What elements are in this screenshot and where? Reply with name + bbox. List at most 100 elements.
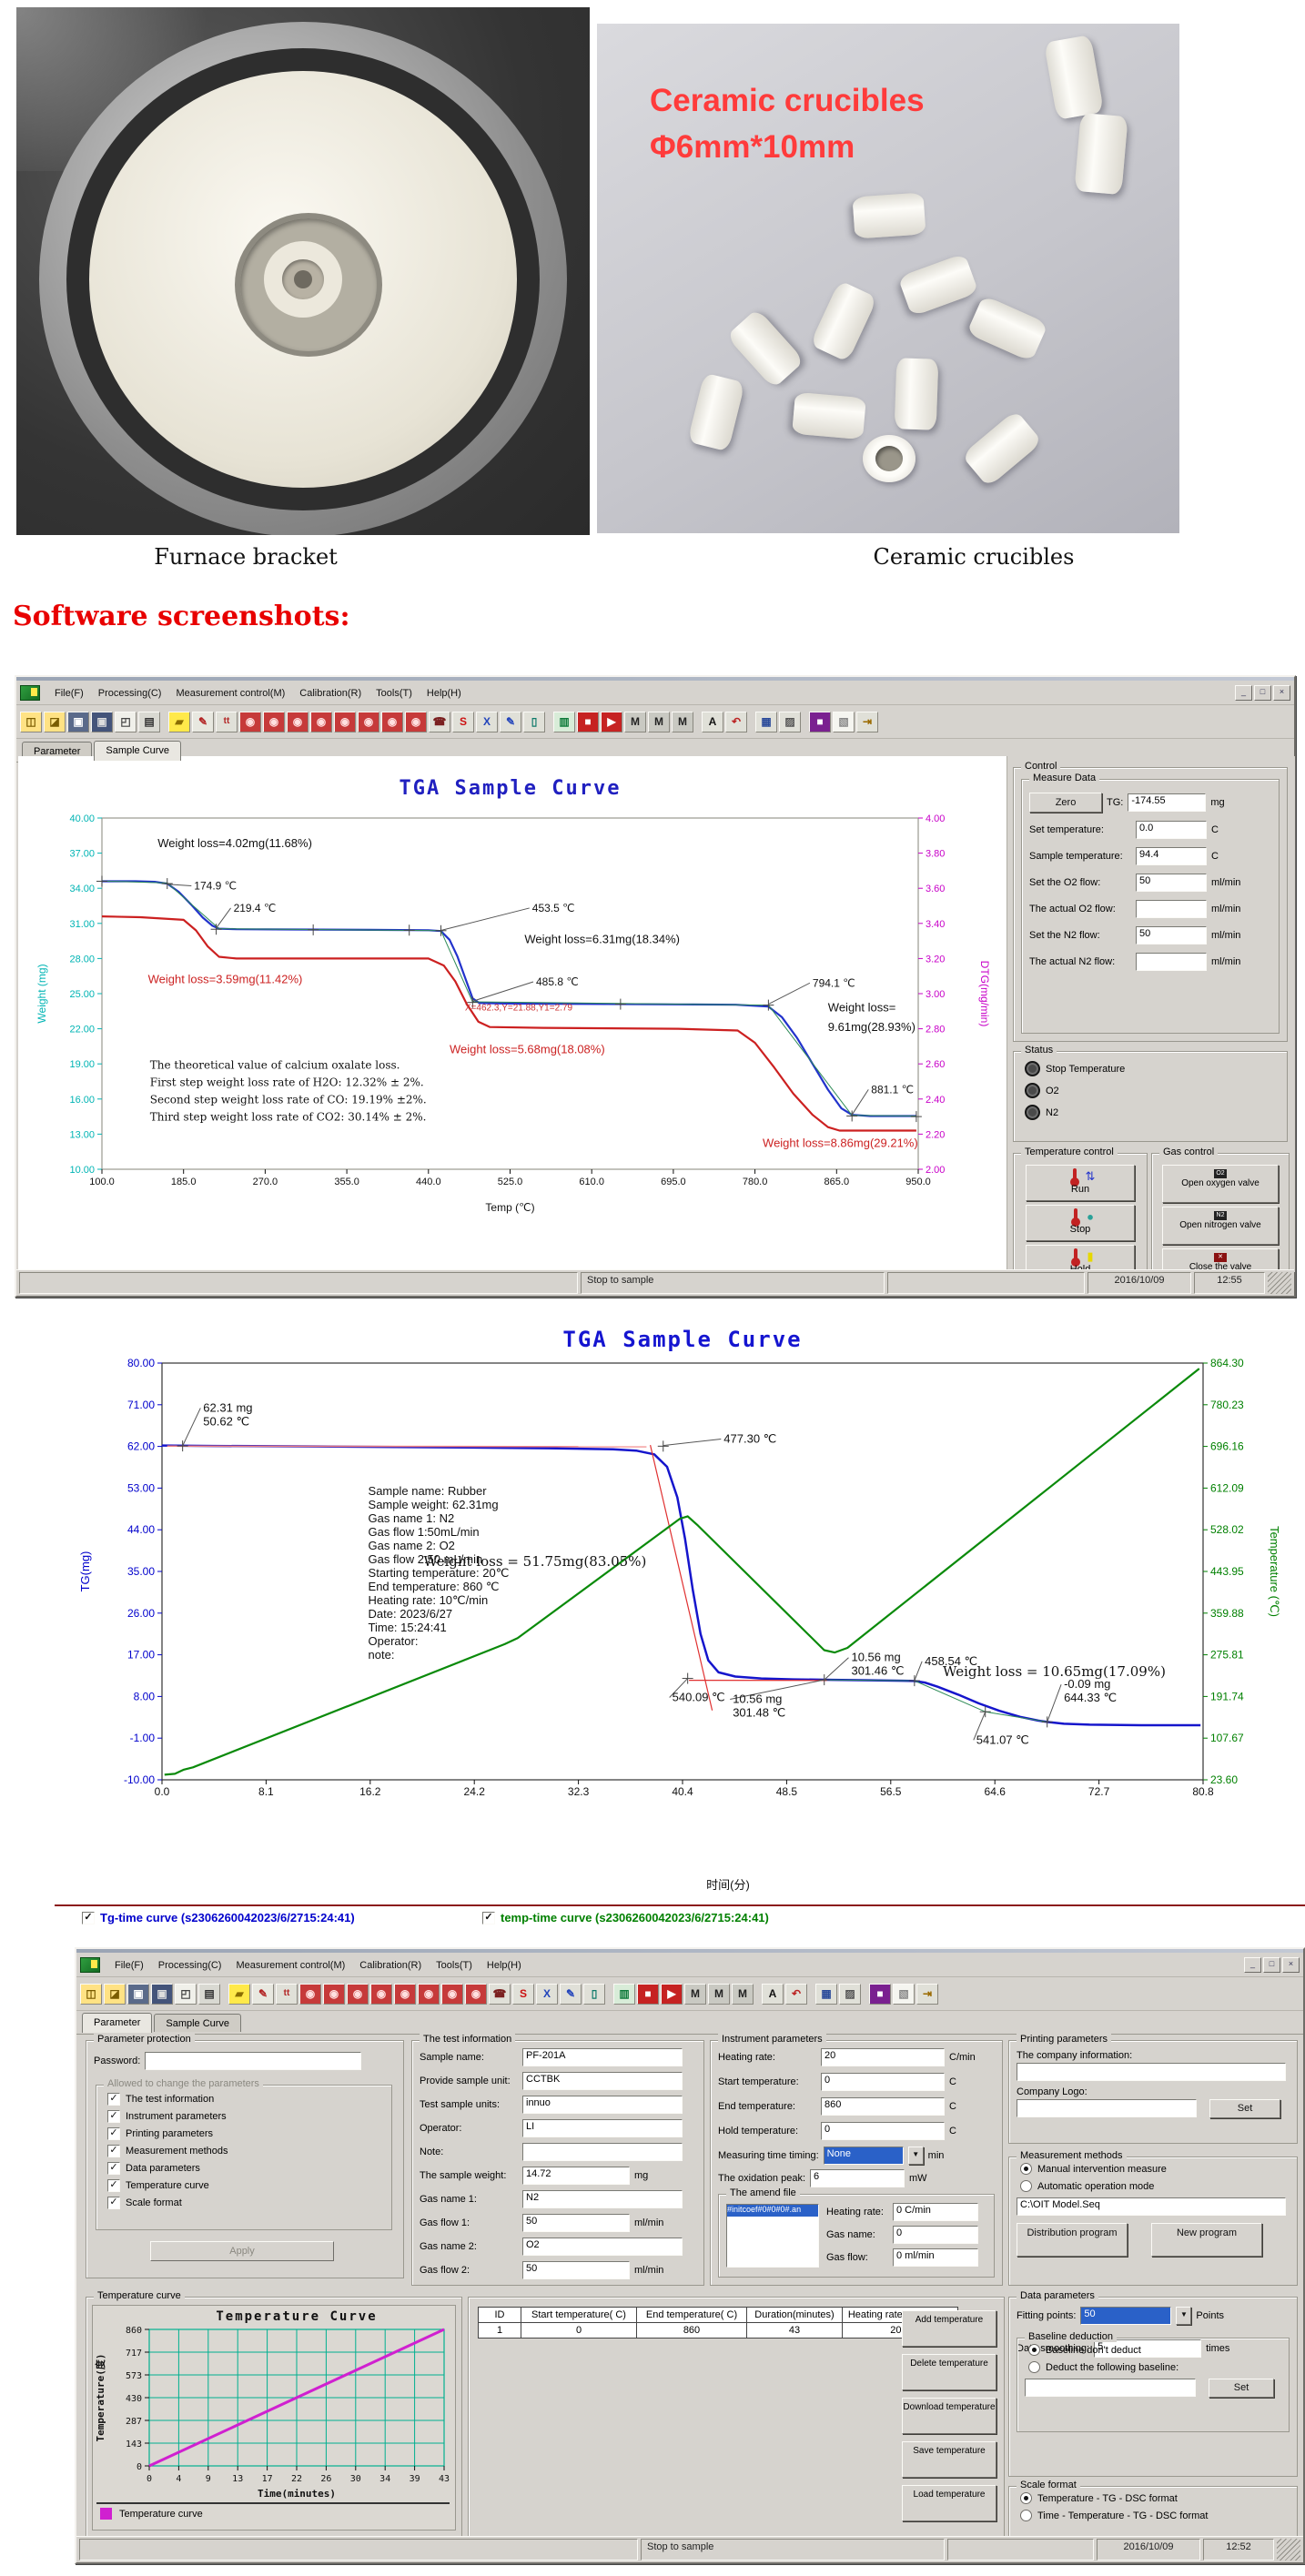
fitting-points-dropdown[interactable]: 50 <box>1080 2307 1172 2325</box>
download-temperature-button[interactable]: Download temperature <box>902 2398 996 2434</box>
resize-grip[interactable] <box>1268 1272 1291 1294</box>
exit-icon[interactable]: ⇥ <box>916 1983 938 2005</box>
gauge-3-icon[interactable]: ◉ <box>347 1983 369 2005</box>
menu-item-processing[interactable]: Processing(C) <box>157 1960 222 1971</box>
gauge-6-icon[interactable]: ◉ <box>418 1983 440 2005</box>
curve-toggle-2[interactable]: ✓ temp-time curve (s2306260042023/6/2715:… <box>482 1911 769 1924</box>
restore-button[interactable]: □ <box>1263 1956 1280 1973</box>
save-as-icon[interactable]: ▣ <box>151 1983 173 2005</box>
library-icon[interactable]: ▨ <box>839 1983 861 2005</box>
menu-item-help[interactable]: Help(H) <box>486 1960 521 1971</box>
resize-grip[interactable] <box>1277 2539 1300 2561</box>
field-input[interactable]: 0 <box>821 2073 945 2091</box>
minimize-button[interactable]: _ <box>1244 1956 1261 1973</box>
gauge-1-icon[interactable]: ◉ <box>239 711 261 732</box>
oxidation-field[interactable]: 6 <box>810 2169 905 2187</box>
notebook-icon[interactable]: ▥ <box>553 711 575 732</box>
gauge-2-icon[interactable]: ◉ <box>263 711 285 732</box>
measurement-method-radio[interactable] <box>1020 2180 1032 2192</box>
open-file-icon[interactable]: ◫ <box>20 711 42 732</box>
field-input[interactable]: PF-201A <box>522 2048 683 2066</box>
record-stop-icon[interactable]: ■ <box>577 711 599 732</box>
tab-parameter[interactable]: Parameter <box>82 2013 153 2033</box>
tg-value-field[interactable]: -174.55 <box>1128 793 1207 812</box>
field-input[interactable]: 14.72 <box>522 2167 630 2185</box>
print-preview-icon[interactable]: ◰ <box>115 711 137 732</box>
checkbox-checked[interactable]: ✓ <box>107 2162 120 2175</box>
text-tool-icon[interactable]: tt <box>216 711 238 732</box>
notes-icon[interactable]: ▧ <box>833 711 855 732</box>
checkbox-checked[interactable]: ✓ <box>107 2127 120 2140</box>
balance-3-icon[interactable]: M <box>672 711 693 732</box>
amend-input[interactable]: 0 ml/min <box>893 2248 978 2267</box>
gauge-4-icon[interactable]: ◉ <box>370 1983 392 2005</box>
save-temperature-button[interactable]: Save temperature <box>902 2441 996 2478</box>
balance-2-icon[interactable]: M <box>708 1983 730 2005</box>
logo-set-button[interactable]: Set <box>1209 2099 1280 2118</box>
amend-input[interactable]: 0 <box>893 2226 978 2244</box>
record-run-icon[interactable]: ▶ <box>601 711 622 732</box>
checkbox-checked[interactable]: ✓ <box>107 2197 120 2209</box>
delete-icon[interactable]: X <box>536 1983 558 2005</box>
amend-file-list[interactable]: #initcoef#0#0#0#.an <box>726 2204 819 2268</box>
notebook-icon[interactable]: ▥ <box>613 1983 635 2005</box>
notes-icon[interactable]: ▧ <box>893 1983 915 2005</box>
checkbox-checked[interactable]: ✓ <box>107 2179 120 2192</box>
gauge-1-icon[interactable]: ◉ <box>299 1983 321 2005</box>
open-file-icon[interactable]: ◫ <box>80 1983 102 2005</box>
ruler-icon[interactable]: ▯ <box>523 711 545 732</box>
undo-icon[interactable]: ↶ <box>785 1983 807 2005</box>
exit-icon[interactable]: ⇥ <box>856 711 878 732</box>
theme-icon[interactable]: ■ <box>869 1983 891 2005</box>
checkbox-checked[interactable]: ✓ <box>107 2093 120 2106</box>
scale-format-radio[interactable] <box>1020 2492 1032 2504</box>
gauge-6-icon[interactable]: ◉ <box>358 711 379 732</box>
checkbox-checked[interactable]: ✓ <box>82 1911 95 1924</box>
field-input[interactable]: 50 <box>522 2261 630 2279</box>
menu-item-tools[interactable]: Tools(T) <box>436 1960 472 1971</box>
measure-row-field[interactable]: 50 <box>1136 874 1207 892</box>
amend-file-list-item[interactable]: #initcoef#0#0#0#.an <box>727 2205 818 2217</box>
amend-input[interactable]: 0 C/min <box>893 2203 978 2221</box>
edit-pen-icon[interactable]: ✎ <box>560 1983 582 2005</box>
baseline-field[interactable] <box>1025 2379 1196 2397</box>
field-input[interactable]: 0 <box>821 2122 945 2140</box>
font-icon[interactable]: A <box>762 1983 784 2005</box>
field-input[interactable]: LI <box>522 2119 683 2137</box>
record-stop-icon[interactable]: ■ <box>637 1983 659 2005</box>
checkbox-checked[interactable]: ✓ <box>107 2145 120 2157</box>
run-button[interactable]: ⇅ Run <box>1026 1165 1135 1201</box>
gauge-2-icon[interactable]: ◉ <box>323 1983 345 2005</box>
curve-toggle-1[interactable]: ✓ Tg-time curve (s2306260042023/6/2715:24… <box>82 1911 355 1924</box>
timing-dropdown-arrow[interactable]: ▼ <box>907 2147 924 2165</box>
export-icon[interactable]: ▰ <box>228 1983 250 2005</box>
annotate-pen-icon[interactable]: ✎ <box>252 1983 274 2005</box>
gauge-8-icon[interactable]: ◉ <box>465 1983 487 2005</box>
phone-icon[interactable]: ☎ <box>489 1983 511 2005</box>
gauge-7-icon[interactable]: ◉ <box>441 1983 463 2005</box>
export-icon[interactable]: ▰ <box>168 711 190 732</box>
delete-temperature-button[interactable]: Delete temperature <box>902 2354 996 2390</box>
tab-sample-curve[interactable]: Sample Curve <box>154 2014 242 2032</box>
baseline-radio[interactable] <box>1028 2361 1040 2373</box>
display-icon[interactable]: ▦ <box>755 711 777 732</box>
gauge-5-icon[interactable]: ◉ <box>334 711 356 732</box>
annotate-pen-icon[interactable]: ✎ <box>192 711 214 732</box>
load-temperature-button[interactable]: Load temperature <box>902 2485 996 2521</box>
field-input[interactable]: N2 <box>522 2190 683 2208</box>
field-input[interactable]: CCTBK <box>522 2072 683 2090</box>
scale-format-radio[interactable] <box>1020 2510 1032 2521</box>
balance-1-icon[interactable]: M <box>624 711 646 732</box>
zero-button[interactable]: Zero <box>1029 793 1102 813</box>
field-input[interactable]: 50 <box>522 2214 630 2232</box>
measure-row-field[interactable]: 50 <box>1136 926 1207 945</box>
close-button[interactable]: × <box>1273 684 1290 701</box>
data-smoothing-field[interactable]: 5 <box>1094 2339 1202 2358</box>
close-button[interactable]: × <box>1282 1956 1300 1973</box>
display-icon[interactable]: ▦ <box>815 1983 837 2005</box>
gauge-8-icon[interactable]: ◉ <box>405 711 427 732</box>
measure-row-field[interactable]: 0.0 <box>1136 821 1207 839</box>
save-icon[interactable]: ▣ <box>127 1983 149 2005</box>
record-run-icon[interactable]: ▶ <box>661 1983 683 2005</box>
print-icon[interactable]: ▤ <box>138 711 160 732</box>
